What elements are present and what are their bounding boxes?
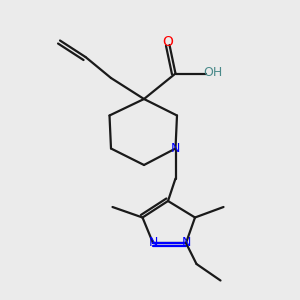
Text: N: N (148, 236, 158, 250)
Text: OH: OH (203, 65, 223, 79)
Text: N: N (171, 142, 180, 155)
Text: N: N (181, 236, 191, 250)
Text: O: O (163, 35, 173, 49)
